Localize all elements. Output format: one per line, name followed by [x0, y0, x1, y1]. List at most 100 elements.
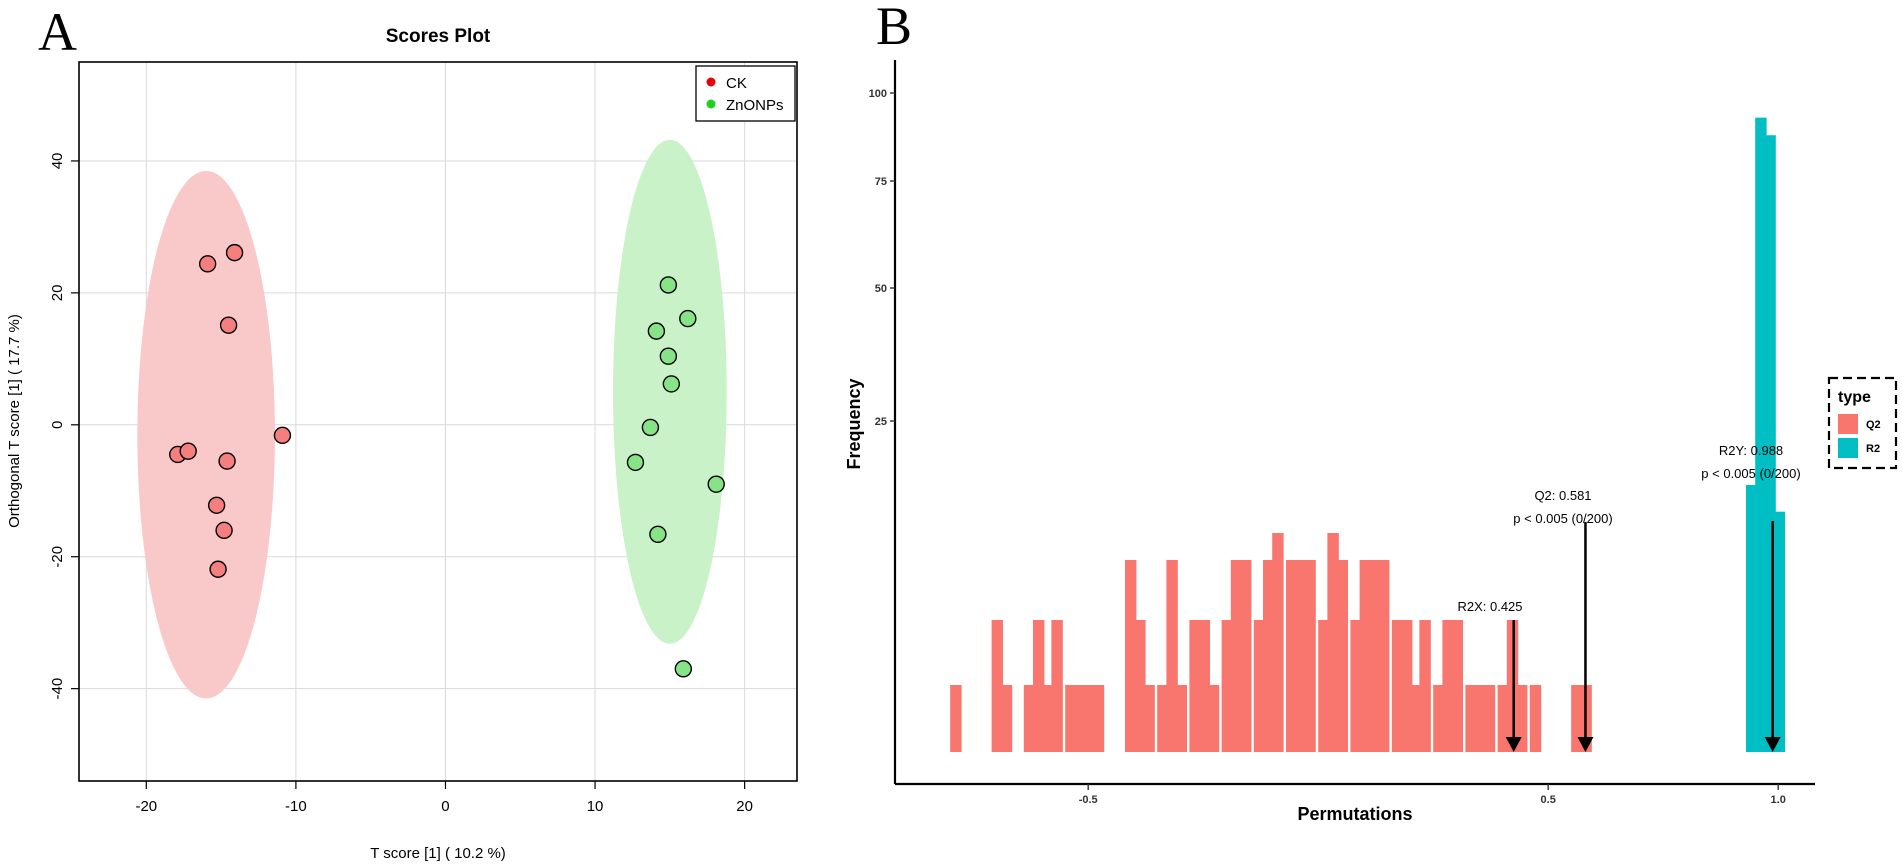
legend-swatch-r2 — [1838, 438, 1858, 458]
y-axis-label: Frequency — [844, 378, 864, 469]
x-tick-label: -10 — [285, 798, 307, 815]
x-tick-label: -20 — [135, 798, 157, 815]
bar-q2-19 — [1198, 620, 1211, 752]
point-znonps-2 — [679, 309, 697, 328]
bar-q2-21 — [1221, 620, 1234, 752]
y-tick-label: 0 — [49, 421, 66, 429]
annotation-text: Q2: 0.581 — [1534, 488, 1591, 503]
legend-label-r2: R2 — [1866, 443, 1880, 455]
panel-b-permutation-histogram: B -0.5 0.5 1.0 25 50 75 100 R2X: 0.425 Q2: 0.5… — [844, 0, 1898, 824]
bar-r2-4 — [1773, 511, 1786, 752]
bar-q2-51 — [1571, 685, 1583, 752]
bar-q2-13 — [1134, 620, 1146, 752]
legend-box — [695, 65, 796, 122]
x-tick-label: 0.5 — [1541, 794, 1556, 806]
x-tick-label: 1.0 — [1771, 794, 1786, 806]
bar-r2-1 — [1746, 485, 1758, 752]
x-axis-label: Permutations — [1297, 804, 1412, 824]
bar-q2-3 — [1000, 685, 1013, 752]
annotation-arrowhead — [1505, 737, 1522, 752]
bar-q2-1 — [950, 685, 962, 752]
y-tick-label: -40 — [49, 678, 66, 700]
y-tick-label: 25 — [875, 416, 887, 428]
bar-q2-9 — [1074, 685, 1086, 752]
bar-q2-39 — [1410, 685, 1422, 752]
legend-label-q2: Q2 — [1866, 419, 1881, 431]
bar-q2-12 — [1125, 560, 1137, 752]
bar-q2-41 — [1433, 685, 1445, 752]
point-znonps-10 — [674, 660, 693, 678]
panel-label-b: B — [876, 0, 912, 56]
bar-q2-15 — [1157, 685, 1169, 752]
bar-r2-2 — [1755, 117, 1767, 752]
legend: type Q2 R2 — [1827, 376, 1898, 470]
point-znonps-6 — [641, 418, 660, 437]
bar-q2-46 — [1483, 685, 1496, 752]
bar-q2-42 — [1442, 620, 1454, 752]
bar-q2-28 — [1295, 560, 1307, 752]
plot-frame — [78, 61, 798, 782]
legend: CK ZnONPs — [695, 65, 796, 122]
y-axis-ticks: 25 50 75 100 — [869, 88, 895, 428]
bar-q2-25 — [1263, 560, 1275, 752]
x-tick-label: -0.5 — [1079, 794, 1098, 806]
bar-q2-5 — [1033, 620, 1045, 752]
point-ck-4 — [273, 426, 292, 445]
bar-q2-22 — [1230, 560, 1243, 752]
bar-q2-7 — [1051, 620, 1063, 752]
point-znonps-5 — [662, 375, 681, 393]
y-tick-label: 75 — [875, 176, 887, 188]
bar-q2-11 — [1092, 685, 1105, 752]
y-axis-label: Orthogonal T score [1] ( 17.7 %) — [6, 314, 23, 528]
y-tick-label: 50 — [875, 283, 887, 295]
bar-q2-26 — [1272, 533, 1284, 752]
bar-q2-32 — [1336, 560, 1349, 752]
point-znonps-7 — [626, 453, 645, 472]
bar-q2-40 — [1419, 620, 1431, 752]
y-tick-label: 40 — [49, 153, 66, 170]
y-axis-ticks: -40 -20 0 20 40 — [49, 153, 79, 700]
bar-q2-34 — [1359, 560, 1372, 752]
point-ck-7 — [218, 452, 236, 470]
point-ck-2 — [225, 243, 244, 262]
annotation-text: R2X: 0.425 — [1457, 599, 1522, 614]
bar-q2-36 — [1378, 560, 1390, 752]
point-ck-8 — [207, 496, 226, 514]
point-znonps-4 — [659, 347, 678, 365]
point-znonps-8 — [707, 475, 725, 493]
x-tick-label: 10 — [587, 798, 604, 815]
bar-q2-14 — [1143, 685, 1155, 752]
x-axis-ticks: -20 -10 0 10 20 — [135, 781, 753, 815]
bar-q2-47 — [1497, 685, 1510, 752]
x-axis-label: T score [1] ( 10.2 %) — [370, 845, 506, 862]
bar-q2-24 — [1253, 620, 1266, 752]
bar-q2-44 — [1465, 685, 1477, 752]
point-ck-9 — [215, 521, 233, 540]
bar-q2-27 — [1286, 560, 1298, 752]
bar-q2-38 — [1401, 620, 1413, 752]
bar-q2-33 — [1350, 620, 1362, 752]
bar-q2-50 — [1529, 685, 1542, 752]
point-znonps-9 — [649, 525, 667, 543]
bar-q2-35 — [1368, 560, 1381, 752]
point-ck-1 — [198, 255, 217, 273]
bar-r2-3 — [1764, 135, 1776, 753]
bar-q2-2 — [991, 620, 1004, 752]
bar-q2-8 — [1065, 685, 1077, 752]
statistic-annotations: R2X: 0.425 Q2: 0.581 p < 0.005 (0/200) R2Y:… — [1457, 443, 1801, 752]
bar-q2-17 — [1175, 685, 1188, 752]
legend-label-ck: CK — [726, 75, 747, 92]
panel-a-scores-plot: A Scores Plot -20 -10 0 10 20 -40 -20 0 20 40 T … — [6, 2, 798, 862]
point-ck-3 — [219, 316, 238, 334]
bar-q2-29 — [1304, 560, 1316, 752]
bar-q2-45 — [1474, 685, 1487, 752]
point-ck-10 — [209, 560, 227, 578]
bar-q2-20 — [1207, 685, 1220, 752]
point-znonps-3 — [647, 322, 666, 340]
annotation-arrowhead — [1577, 737, 1594, 752]
legend-label-znonps: ZnONPs — [726, 97, 784, 114]
bar-q2-6 — [1042, 685, 1054, 752]
legend-swatch-q2 — [1838, 414, 1858, 434]
annotation-text: p < 0.005 (0/200) — [1513, 511, 1612, 526]
